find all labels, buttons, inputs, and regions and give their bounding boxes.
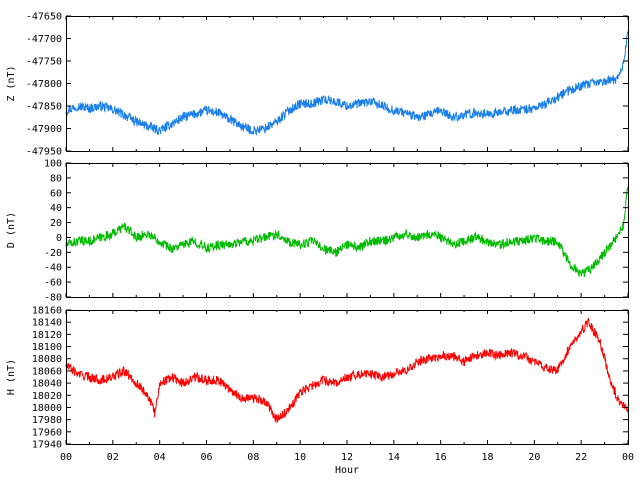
series-line-d [65,186,629,278]
y-tick-label-h: 18060 [32,366,62,377]
x-tick-label: 16 [435,452,447,463]
y-tick-label-h: 17980 [32,415,62,426]
y-axis-label-d: D (nT) [6,212,17,248]
y-tick-label-z: -47800 [26,79,62,90]
x-tick-label: 00 [622,452,634,463]
y-tick-label-h: 17960 [32,427,62,438]
y-tick-label-h: 18100 [32,342,62,353]
y-tick-label-z: -47700 [26,34,62,45]
y-tick-label-h: 18000 [32,403,62,414]
y-tick-label-h: 18120 [32,330,62,341]
y-tick-label-d: 40 [50,203,62,214]
y-tick-label-h: 18040 [32,379,62,390]
y-tick-label-h: 18140 [32,318,62,329]
plot-frame-z [66,16,629,152]
y-tick-label-z: -47750 [26,57,62,68]
x-tick-label: 10 [294,452,306,463]
x-tick-label: 02 [107,452,119,463]
y-tick-label-z: -47650 [26,12,62,23]
plot-frame-d [66,163,629,298]
y-tick-label-d: -40 [44,263,62,274]
x-tick-label: 04 [154,452,166,463]
x-tick-label: 18 [481,452,493,463]
y-tick-label-h: 17940 [32,440,62,451]
y-axis-label-h: H (nT) [6,359,17,395]
x-tick-label: 22 [575,452,587,463]
y-tick-label-z: -47900 [26,124,62,135]
x-tick-label: 08 [247,452,259,463]
y-tick-label-d: 0 [56,233,62,244]
y-tick-label-h: 18160 [32,306,62,317]
y-tick-label-h: 18020 [32,391,62,402]
y-tick-label-d: 100 [44,159,62,170]
y-tick-label-d: 20 [50,218,62,229]
x-tick-label: 12 [341,452,353,463]
y-tick-label-z: -47950 [26,147,62,158]
y-tick-label-h: 18080 [32,354,62,365]
x-tick-label: 00 [60,452,72,463]
y-tick-label-z: -47850 [26,102,62,113]
y-tick-label-d: -60 [44,278,62,289]
y-tick-label-d: -80 [44,293,62,304]
series-line-h [65,317,629,423]
x-tick-label: 06 [200,452,212,463]
x-axis-label: Hour [335,465,359,476]
y-tick-label-d: 80 [50,173,62,184]
x-tick-label: 14 [388,452,400,463]
y-axis-label-z: Z (nT) [6,65,17,101]
series-line-z [65,31,629,137]
x-tick-label: 20 [528,452,540,463]
y-tick-label-d: 60 [50,188,62,199]
y-tick-label-d: -20 [44,248,62,259]
